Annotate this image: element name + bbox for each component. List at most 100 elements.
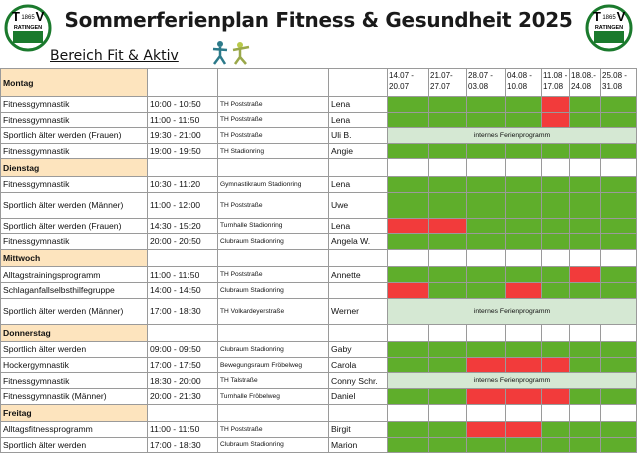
week-status xyxy=(541,281,570,299)
place: Gymnastikraum Stadionring xyxy=(217,175,329,193)
trainer: Lena xyxy=(328,217,388,235)
logo-year: 1865 xyxy=(21,15,35,21)
table-row: Sportlich älter werden 09:00 - 09:50 Clubr… xyxy=(0,341,637,358)
place: TH Talstraße xyxy=(217,372,329,389)
week-status xyxy=(466,111,506,129)
table-row: Dienstag xyxy=(0,158,637,177)
empty-cell xyxy=(466,158,506,177)
empty-cell xyxy=(600,248,637,268)
week-status xyxy=(505,191,542,219)
week-status xyxy=(387,387,429,405)
week-label: 04.08 - xyxy=(507,71,532,80)
week-status xyxy=(387,111,429,129)
week-status xyxy=(466,356,506,374)
week-status xyxy=(387,281,429,299)
time: 20:00 - 21:30 xyxy=(147,387,218,405)
week-status xyxy=(600,387,637,405)
logo-letter: T xyxy=(593,9,601,24)
week-status xyxy=(387,96,429,113)
course: Sportlich älter werden (Männer) xyxy=(0,297,148,325)
week-status xyxy=(600,436,637,453)
week-status xyxy=(541,217,570,235)
week-header: 18.08.- 24.08 xyxy=(569,68,601,97)
course: Sportlich älter werden xyxy=(0,436,148,453)
week-status xyxy=(541,421,570,438)
empty-cell xyxy=(541,248,570,268)
empty-cell xyxy=(387,248,429,268)
week-status xyxy=(428,341,467,358)
logo-city: RATINGEN xyxy=(14,25,42,31)
course: Hockergymnastik xyxy=(0,356,148,374)
table-row: Donnerstag xyxy=(0,323,637,343)
place: Clubraum Stadionring xyxy=(217,233,329,250)
course: Fitnessgymnastik xyxy=(0,233,148,250)
empty-cell xyxy=(387,403,429,423)
place: TH Poststraße xyxy=(217,96,329,113)
empty-cell xyxy=(569,248,601,268)
empty-cell xyxy=(147,158,218,177)
time: 11:00 - 11:50 xyxy=(147,266,218,283)
subtitle: Bereich Fit & Aktiv xyxy=(50,48,179,64)
place: Bewegungsraum Fröbelweg xyxy=(217,356,329,374)
empty-cell xyxy=(428,158,467,177)
time: 14:30 - 15:20 xyxy=(147,217,218,235)
week-label: 03.08 xyxy=(468,82,489,91)
empty-cell xyxy=(428,403,467,423)
figure-head xyxy=(217,41,223,47)
week-status xyxy=(466,436,506,453)
week-status xyxy=(428,421,467,438)
time: 09:00 - 09:50 xyxy=(147,341,218,358)
week-status xyxy=(569,341,601,358)
day-cell: Mittwoch xyxy=(0,248,148,268)
table-row: Sportlich älter werden 17:00 - 18:30 Clubr… xyxy=(0,436,637,453)
week-status xyxy=(466,233,506,250)
week-status xyxy=(600,111,637,129)
table-row: Fitnessgymnastik 20:00 - 20:50 Clubraum St… xyxy=(0,233,637,250)
week-status xyxy=(505,436,542,453)
week-label: 11.08 - xyxy=(543,71,568,80)
empty-cell xyxy=(217,248,329,268)
week-status xyxy=(466,421,506,438)
place: TH Poststraße xyxy=(217,266,329,283)
week-header: 28.07 - 03.08 xyxy=(466,68,506,97)
course: Alltagsfitnessprogramm xyxy=(0,421,148,438)
week-status xyxy=(387,356,429,374)
week-status xyxy=(541,191,570,219)
time: 18:30 - 20:00 xyxy=(147,372,218,389)
course: Schlaganfallselbsthilfegruppe xyxy=(0,281,148,299)
empty-cell xyxy=(600,158,637,177)
place: Clubraum Stadionring xyxy=(217,341,329,358)
week-status xyxy=(428,266,467,283)
empty-cell xyxy=(328,248,388,268)
week-status xyxy=(569,266,601,283)
week-status xyxy=(428,356,467,374)
trainer: Daniel xyxy=(328,387,388,405)
week-status xyxy=(569,387,601,405)
place: TH Stadionring xyxy=(217,142,329,160)
title: Sommerferienplan Fitness & Gesundheit 20… xyxy=(64,8,573,32)
empty-cell xyxy=(217,403,329,423)
week-status xyxy=(428,436,467,453)
week-status xyxy=(505,281,542,299)
course: Fitnessgymnastik (Männer) xyxy=(0,387,148,405)
week-status xyxy=(387,142,429,160)
place: TH Volkardeyerstraße xyxy=(217,297,329,325)
empty-cell xyxy=(466,403,506,423)
week-label: 21.07- xyxy=(430,71,453,80)
empty-cell xyxy=(217,323,329,343)
logo-year: 1865 xyxy=(602,15,616,21)
empty-cell xyxy=(505,158,542,177)
week-label: 20.07 xyxy=(389,82,410,91)
week-status xyxy=(541,266,570,283)
empty-cell xyxy=(428,248,467,268)
week-status xyxy=(428,191,467,219)
week-status xyxy=(569,421,601,438)
week-status xyxy=(600,191,637,219)
week-status xyxy=(387,175,429,193)
empty-cell xyxy=(505,403,542,423)
week-status xyxy=(505,421,542,438)
week-status xyxy=(569,233,601,250)
week-status xyxy=(387,266,429,283)
week-status xyxy=(428,217,467,235)
time: 19:30 - 21:00 xyxy=(147,127,218,144)
